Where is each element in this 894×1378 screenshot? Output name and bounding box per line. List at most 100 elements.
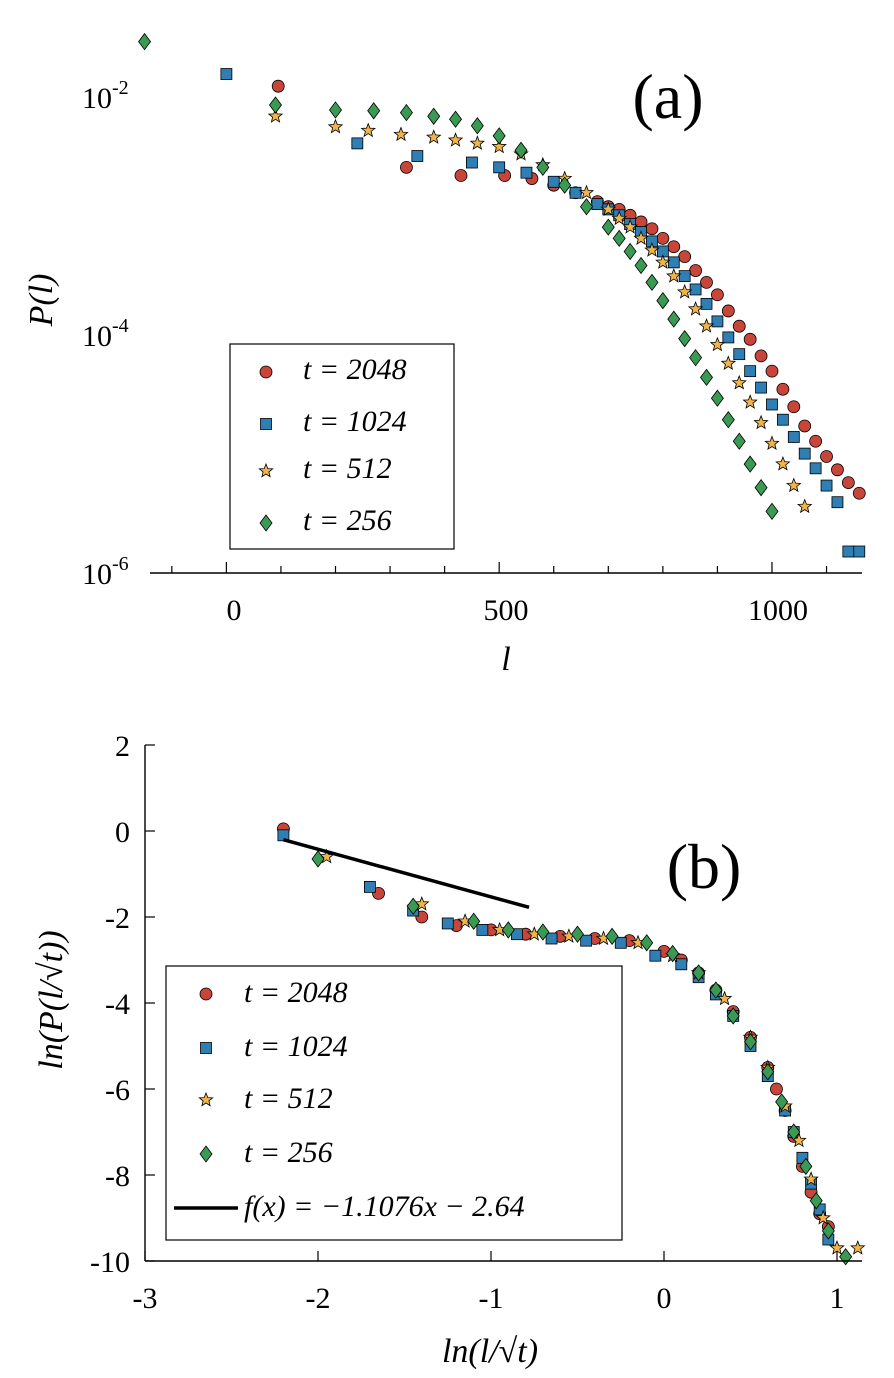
panel-a-point-circle [645,222,659,236]
panel-b-point-square [476,924,489,936]
panel-a-point-diamond [399,103,413,122]
panel-a-point-circle [852,486,866,500]
panel-a-point-square [547,175,560,188]
panel-b-point-diamond [605,927,619,946]
panel-a-point-star [360,122,376,138]
panel-a-point-square [520,166,533,179]
panel-a-point-circle [700,275,713,289]
panel-b-point-square [580,934,593,947]
panel-b-point-diamond [536,923,550,941]
panel-b-point-diamond [467,912,481,930]
panel-a-point-star [622,218,638,234]
panel-b-point-square [441,917,454,930]
panel-a-point-circle [798,419,812,433]
ytick-base: 10 [82,82,112,115]
panel-b-legend-label: t = 1024 [244,1030,348,1063]
panel-b-point-diamond [787,1123,801,1141]
panel-a-legend-diamond-icon [259,514,273,532]
panel-b-xtick-label: 0 [657,1282,672,1315]
panel-a-legend-label: t = 1024 [303,405,407,438]
panel-b-ytick-label: 0 [115,816,130,849]
panel-b-legend-label: t = 2048 [244,976,348,1009]
panel-a: 0 500 1000 10-2 10-4 10-6 l P(l) (a) t =… [23,32,866,678]
panel-a-legend-markers [258,365,274,532]
panel-b-point-diamond [709,981,723,999]
panel-a-point-square [351,137,364,150]
panel-a-point-circle [841,476,855,489]
panel-a-point-star [469,135,486,150]
panel-a-xtick-label: 1000 [748,594,808,627]
panel-a-point-diamond [268,96,282,114]
panel-b-ytick-label: -10 [90,1246,130,1279]
panel-a-point-square [776,413,789,426]
panel-a-point-diamond [449,110,463,128]
ytick-exp: -6 [112,553,129,575]
panel-a-point-diamond [721,411,735,429]
ytick-base: 10 [82,558,112,591]
panel-a-point-circle [454,169,468,182]
panel-b-point-diamond [666,944,680,963]
panel-a-point-circle [271,79,285,93]
panel-a-point-diamond [601,218,615,236]
panel-a-point-circle [809,434,823,448]
panel-a-point-star [393,126,409,142]
panel-b-x-axis-label: ln(l/√t) [442,1333,538,1370]
panel-b-y-axis-label: ln(P(l/√t)) [33,930,70,1070]
panel-b-point-square [545,932,558,945]
panel-a-point-square [220,68,233,80]
panel-a-point-diamond [710,389,724,407]
panel-b: -3 -2 -1 0 1 2 0 -2 -4 -6 -8 -10 ln(l/√t… [33,730,866,1370]
panel-a-point-square [466,156,478,169]
panel-a-point-circle [820,450,833,463]
panel-a-point-star [611,210,627,226]
panel-a-ytick-label: 10-2 [82,77,129,115]
panel-a-point-diamond [612,229,626,248]
panel-a-point-circle [711,288,724,302]
panel-b-xtick-label: -3 [133,1282,158,1315]
panel-b-point-star [815,1209,831,1225]
panel-a-legend-circle-icon [259,365,273,379]
panel-a-point-star [698,318,715,333]
panel-b-point-diamond [571,925,584,943]
panel-a-x-ticks [171,562,828,573]
panel-b-point-star [414,896,430,911]
panel-a-point-circle [689,264,702,277]
panel-a-point-diamond [765,502,779,520]
panel-a-point-square [820,479,833,492]
panel-a-point-diamond [470,117,484,135]
panel-a-point-circle [776,382,790,396]
panel-a-x-axis-label: l [501,641,510,678]
panel-b-xtick-label: -1 [479,1282,504,1315]
panel-b-point-square [649,949,662,962]
panel-a-point-star [447,132,464,147]
ytick-base: 10 [82,320,112,353]
panel-a-point-diamond [634,256,648,275]
panel-a-point-square [744,365,757,378]
panel-a-point-circle [754,349,768,363]
panel-a-point-star [491,138,507,154]
panel-a-point-square [787,431,800,443]
panel-a-point-square [755,381,767,394]
panel-b-ytick-label: -4 [105,988,130,1021]
panel-b-legend: t = 2048 t = 1024 t = 512 t = 256 f(x) =… [165,965,623,1241]
panel-b-label: (b) [667,831,742,902]
panel-a-point-square [689,283,702,296]
panel-a-legend-square-icon [260,418,272,430]
panel-a-point-star [764,435,780,450]
panel-a-label: (a) [632,61,703,132]
panel-b-legend-circle-icon [199,987,213,1001]
panel-a-point-square [853,545,866,558]
panel-a-point-diamond [743,455,757,473]
panel-a-point-square [569,186,582,199]
panel-b-point-square [363,881,376,893]
panel-b-fit-line [282,838,530,910]
panel-a-points [138,32,866,558]
panel-b-legend-star-icon [198,1091,214,1107]
panel-a-point-diamond [754,478,768,497]
panel-b-point-star [803,1171,819,1186]
panel-a-point-diamond [678,330,692,348]
panel-a-point-star [655,254,671,269]
panel-a-point-star [709,336,726,352]
panel-a-legend: t = 2048 t = 1024 t = 512 t = 256 [229,343,455,550]
panel-a-point-star [426,129,442,144]
